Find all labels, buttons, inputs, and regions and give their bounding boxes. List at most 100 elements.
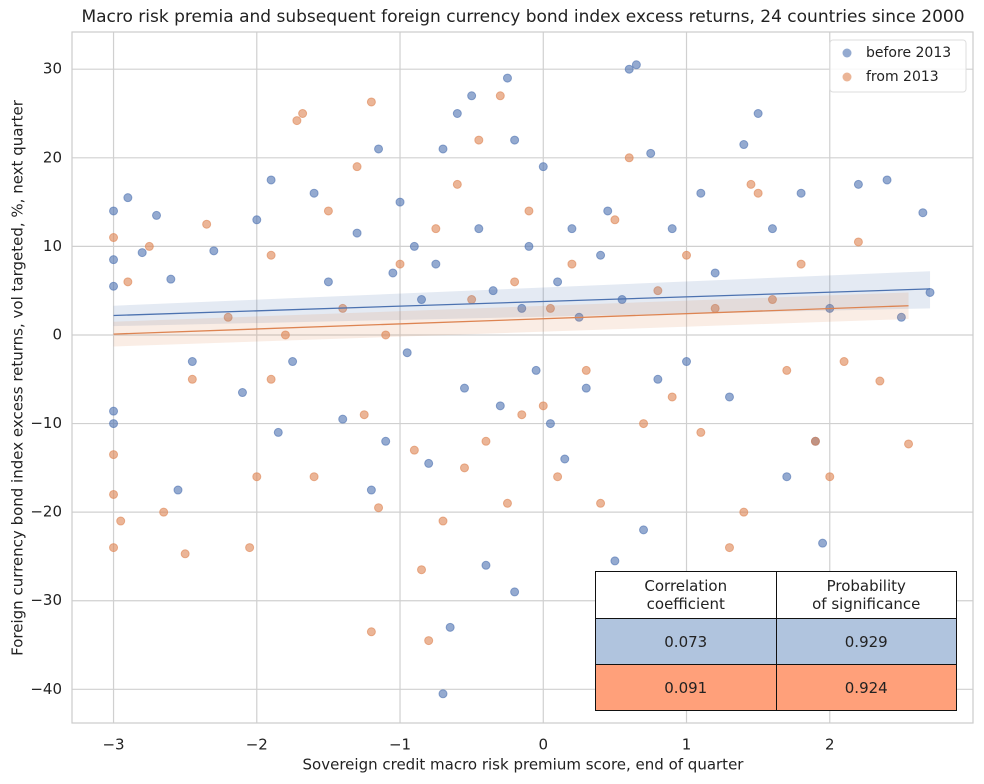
y-tick-label: 0 bbox=[52, 325, 62, 343]
point bbox=[388, 268, 398, 278]
point bbox=[359, 410, 369, 420]
point bbox=[202, 219, 212, 229]
point bbox=[510, 135, 520, 145]
y-tick-label: −40 bbox=[30, 680, 62, 698]
point bbox=[567, 224, 577, 234]
point bbox=[796, 259, 806, 269]
point bbox=[309, 472, 319, 482]
point bbox=[639, 525, 649, 535]
point bbox=[746, 179, 756, 189]
point bbox=[144, 241, 154, 251]
legend-label: from 2013 bbox=[866, 69, 939, 85]
point bbox=[502, 498, 512, 508]
point bbox=[381, 436, 391, 446]
x-tick-label: −3 bbox=[102, 736, 124, 754]
table-cell: 0.929 bbox=[775, 618, 957, 665]
point bbox=[395, 259, 405, 269]
point bbox=[517, 303, 527, 313]
point bbox=[424, 636, 434, 646]
point bbox=[431, 224, 441, 234]
point bbox=[753, 188, 763, 198]
point bbox=[918, 208, 928, 218]
point bbox=[488, 286, 498, 296]
point bbox=[109, 406, 119, 416]
point bbox=[352, 162, 362, 172]
point bbox=[152, 210, 162, 220]
point bbox=[109, 233, 119, 243]
point bbox=[925, 287, 935, 297]
point bbox=[739, 140, 749, 150]
point bbox=[438, 516, 448, 526]
point bbox=[417, 295, 427, 305]
point bbox=[710, 268, 720, 278]
point bbox=[266, 175, 276, 185]
fit-line bbox=[113, 288, 931, 317]
point bbox=[560, 454, 570, 464]
point bbox=[753, 109, 763, 119]
point bbox=[502, 73, 512, 83]
point bbox=[474, 224, 484, 234]
point bbox=[366, 485, 376, 495]
point bbox=[510, 587, 520, 597]
point bbox=[882, 175, 892, 185]
point bbox=[810, 436, 820, 446]
point bbox=[352, 228, 362, 238]
point bbox=[459, 463, 469, 473]
point bbox=[187, 357, 197, 367]
point bbox=[653, 374, 663, 384]
point bbox=[853, 237, 863, 247]
point bbox=[739, 507, 749, 517]
table-cell: 0.924 bbox=[775, 664, 957, 711]
point bbox=[280, 330, 290, 340]
point bbox=[266, 250, 276, 260]
point bbox=[682, 250, 692, 260]
point bbox=[646, 148, 656, 158]
table-header: Correlation coefficient Probability of si… bbox=[595, 571, 957, 619]
stats-table: Correlation coefficient Probability of si… bbox=[595, 571, 957, 711]
y-tick-label: −30 bbox=[30, 591, 62, 609]
y-tick-label: 30 bbox=[43, 60, 62, 78]
point bbox=[452, 179, 462, 189]
point bbox=[724, 392, 734, 402]
point bbox=[481, 560, 491, 570]
point bbox=[445, 622, 455, 632]
point bbox=[767, 295, 777, 305]
point bbox=[545, 419, 555, 429]
point bbox=[610, 556, 620, 566]
y-tick-label: 10 bbox=[43, 237, 62, 255]
point bbox=[409, 241, 419, 251]
point bbox=[553, 472, 563, 482]
point bbox=[252, 215, 262, 225]
point bbox=[459, 383, 469, 393]
point bbox=[409, 445, 419, 455]
point bbox=[323, 206, 333, 216]
point bbox=[853, 179, 863, 189]
point bbox=[531, 365, 541, 375]
y-tick-label: −20 bbox=[30, 503, 62, 521]
point bbox=[424, 458, 434, 468]
point bbox=[123, 193, 133, 203]
point bbox=[624, 153, 634, 163]
point bbox=[553, 277, 563, 287]
point bbox=[159, 507, 169, 517]
x-tick-label: 0 bbox=[538, 736, 548, 754]
point bbox=[767, 224, 777, 234]
point bbox=[796, 188, 806, 198]
point bbox=[667, 392, 677, 402]
x-tick-label: 1 bbox=[682, 736, 692, 754]
header-cell: Correlation coefficient bbox=[595, 571, 777, 619]
point bbox=[109, 281, 119, 291]
y-tick-label: 20 bbox=[43, 148, 62, 166]
point bbox=[109, 206, 119, 216]
point bbox=[245, 543, 255, 553]
point bbox=[288, 357, 298, 367]
point bbox=[266, 374, 276, 384]
point bbox=[581, 365, 591, 375]
point bbox=[495, 91, 505, 101]
point bbox=[524, 206, 534, 216]
point bbox=[782, 472, 792, 482]
point bbox=[402, 348, 412, 358]
point bbox=[545, 303, 555, 313]
